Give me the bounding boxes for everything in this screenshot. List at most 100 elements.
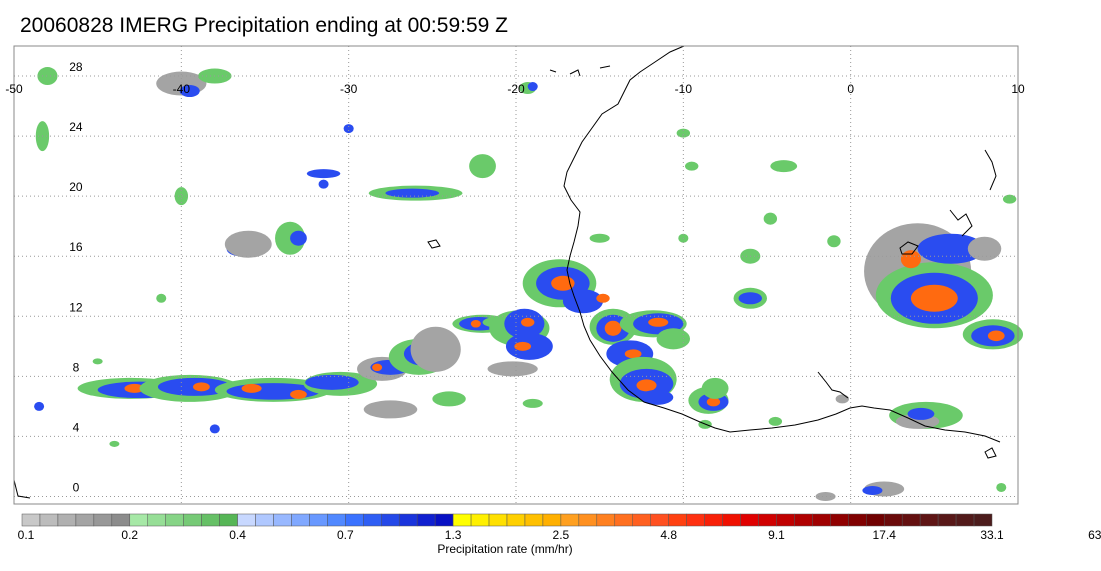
rain-cell: [987, 330, 1005, 342]
rain-cell: [639, 389, 674, 405]
lon-tick-label: 0: [847, 82, 854, 96]
rain-cell: [224, 230, 272, 258]
coast-fragment: [549, 69, 557, 73]
colorbar-swatch: [237, 513, 256, 527]
rain-cell: [768, 416, 783, 426]
colorbar-swatch: [201, 513, 220, 527]
colorbar-swatch: [686, 513, 705, 527]
colorbar-swatch: [363, 513, 382, 527]
colorbar-swatch: [830, 513, 849, 527]
colorbar-tick-label: 33.1: [980, 528, 1004, 542]
colorbar-tick-label: 0.2: [121, 528, 138, 542]
rain-cell: [521, 317, 535, 327]
colorbar-swatch: [93, 513, 113, 527]
colorbar-swatch: [722, 513, 741, 527]
rain-cell: [343, 124, 354, 134]
colorbar-label: Precipitation rate (mm/hr): [437, 542, 573, 556]
lake-outline: [899, 241, 919, 255]
rain-cell: [815, 491, 836, 501]
colorbar-swatch: [57, 513, 77, 527]
lon-tick-label: -10: [675, 82, 693, 96]
rain-cell: [967, 236, 1002, 261]
lat-tick-label: 24: [69, 120, 83, 134]
rain-cell: [92, 358, 103, 365]
rain-cell: [589, 233, 610, 243]
colorbar-swatch: [470, 513, 490, 527]
rain-cell: [900, 250, 921, 269]
colorbar-swatch: [668, 513, 687, 527]
rain-cell: [656, 328, 691, 350]
rain-cell: [470, 320, 481, 328]
rain-cell: [385, 188, 440, 198]
colorbar-swatch: [452, 513, 472, 527]
colorbar-swatch: [165, 513, 184, 527]
colorbar-swatch: [812, 513, 831, 527]
colorbar-swatch: [794, 513, 813, 527]
rain-cell: [738, 292, 762, 305]
rain-cell: [770, 160, 798, 173]
colorbar-swatch: [21, 513, 41, 527]
rain-cell: [514, 341, 532, 351]
lat-tick-label: 16: [69, 240, 83, 254]
colorbar-swatch: [345, 513, 364, 527]
lat-tick-label: 28: [69, 60, 83, 74]
rain-cell: [706, 397, 721, 407]
colorbar-swatch: [596, 513, 616, 527]
rain-cell: [156, 293, 167, 303]
colorbar-swatch: [776, 513, 795, 527]
colorbar-swatch: [560, 513, 580, 527]
lon-tick-label: -20: [507, 82, 525, 96]
colorbar-swatch: [542, 513, 562, 527]
colorbar-swatch: [955, 513, 975, 527]
coastline: [13, 45, 1001, 499]
colorbar-swatch: [883, 513, 903, 527]
rain-cell: [469, 154, 496, 179]
colorbar-swatch: [434, 513, 454, 527]
colorbar-swatch: [758, 513, 777, 527]
rain-cell: [522, 398, 543, 408]
precipitation-field: [34, 67, 1024, 501]
lat-tick-label: 20: [69, 180, 83, 194]
lake-outline: [984, 447, 997, 459]
lon-tick-label: -30: [340, 82, 358, 96]
colorbar-swatch: [973, 513, 993, 527]
colorbar-tick-label: 2.5: [553, 528, 570, 542]
colorbar-swatch: [578, 513, 598, 527]
colorbar-tick-label: 17.4: [873, 528, 897, 542]
colorbar-swatch: [327, 513, 346, 527]
rain-cell: [527, 82, 538, 92]
rain-cell: [193, 382, 210, 392]
colorbar-swatch: [129, 513, 148, 527]
rain-cell: [827, 235, 841, 248]
rain-cell: [636, 379, 657, 392]
river-outline: [984, 149, 997, 191]
coast-fragment: [599, 65, 611, 69]
colorbar-tick-label: 1.3: [445, 528, 462, 542]
lat-tick-label: 8: [73, 360, 80, 374]
colorbar-tick-label: 0.1: [18, 528, 35, 542]
rain-cell: [685, 161, 699, 171]
colorbar: 0.10.20.40.71.32.54.89.117.433.163.1120.…: [18, 513, 1101, 542]
colorbar-swatch: [919, 513, 939, 527]
rain-cell: [996, 482, 1007, 492]
colorbar-swatch: [75, 513, 95, 527]
lat-tick-label: 4: [73, 420, 80, 434]
colorbar-swatch: [39, 513, 59, 527]
rain-cell: [648, 317, 669, 327]
rain-cell: [432, 391, 466, 407]
rain-cell: [676, 128, 691, 138]
lat-tick-label: 12: [69, 300, 83, 314]
rain-cell: [241, 383, 262, 393]
map-title: 20060828 IMERG Precipitation ending at 0…: [20, 14, 508, 37]
rain-cell: [907, 407, 935, 420]
colorbar-swatch: [416, 513, 436, 527]
lon-tick-label: 10: [1011, 82, 1025, 96]
rain-cell: [363, 400, 418, 419]
colorbar-swatch: [111, 513, 131, 527]
lon-tick-label: -50: [5, 82, 23, 96]
colorbar-swatch: [255, 513, 274, 527]
rain-cell: [910, 284, 958, 312]
lat-tick-label: 0: [73, 480, 80, 494]
rain-cell: [305, 374, 359, 390]
colorbar-tick-label: 4.8: [660, 528, 677, 542]
